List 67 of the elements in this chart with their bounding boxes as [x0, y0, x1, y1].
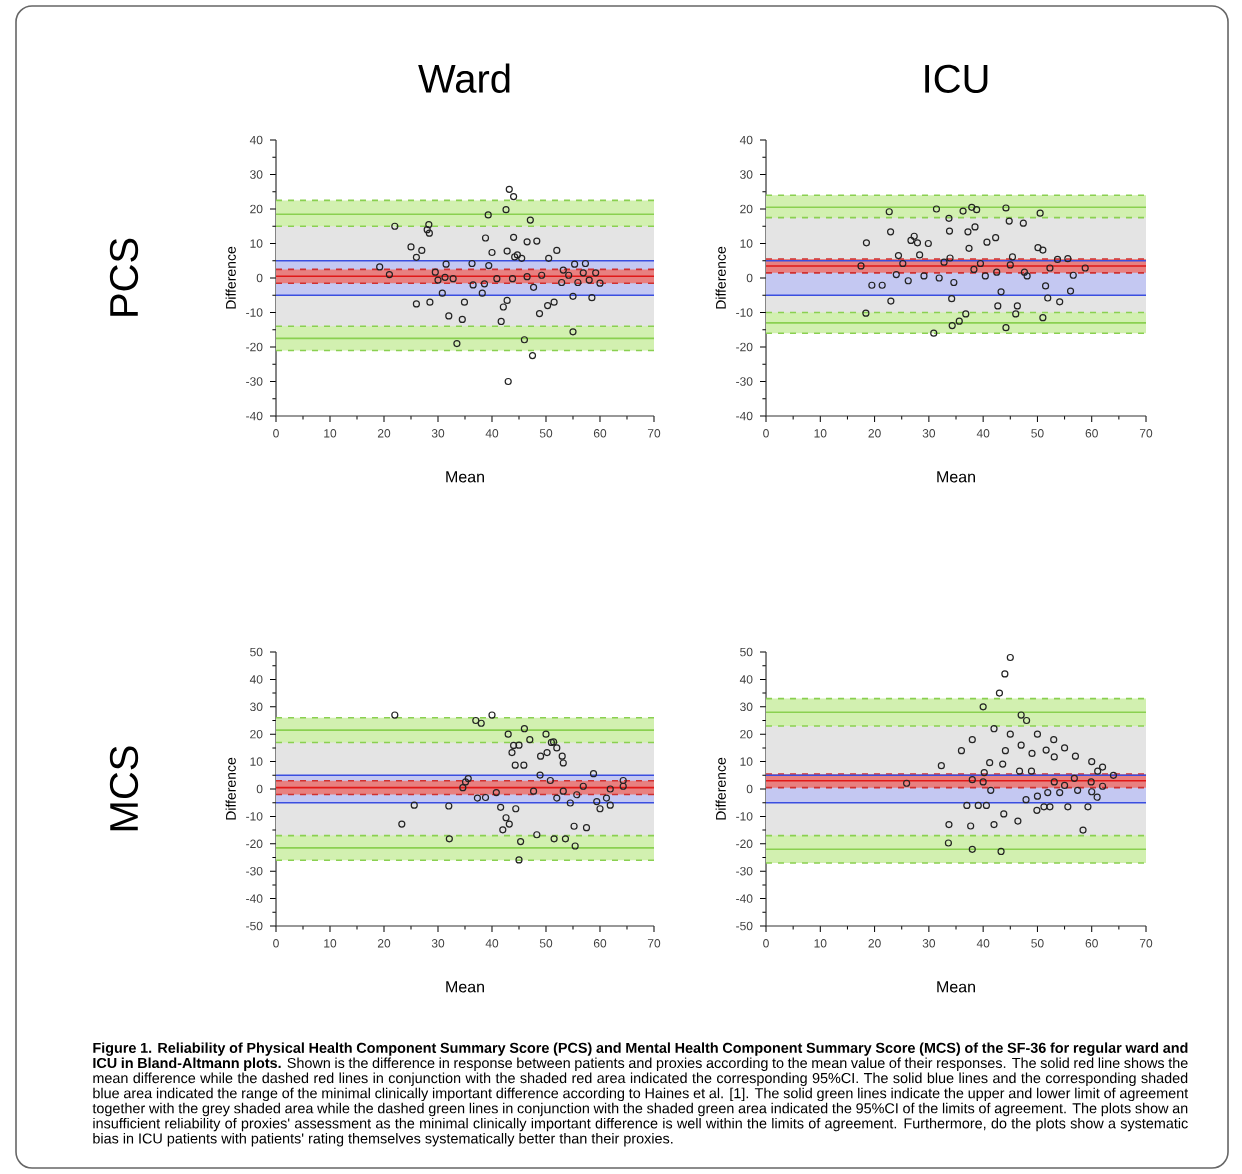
point	[515, 741, 523, 749]
point	[570, 822, 578, 830]
point	[464, 774, 472, 783]
point	[559, 759, 567, 767]
point	[546, 776, 554, 785]
point	[536, 752, 545, 760]
point	[499, 826, 507, 834]
point	[536, 771, 544, 779]
point	[543, 748, 551, 757]
point	[508, 748, 516, 757]
point	[505, 820, 513, 828]
point	[559, 787, 567, 795]
point	[547, 738, 555, 747]
point	[606, 785, 614, 793]
x-axis-title: Mean	[937, 471, 975, 483]
point	[553, 744, 561, 752]
chart-title: Ward	[418, 63, 510, 93]
text: PCS	[109, 238, 139, 316]
point	[488, 711, 496, 719]
point	[606, 801, 614, 809]
point	[566, 799, 574, 807]
point	[461, 778, 470, 786]
point	[520, 761, 528, 769]
point	[602, 794, 611, 802]
point	[472, 716, 480, 725]
point	[593, 798, 601, 806]
point	[502, 814, 510, 822]
point	[582, 824, 591, 832]
text: MCS	[109, 746, 139, 831]
point	[561, 835, 570, 843]
point	[589, 770, 598, 778]
point	[477, 719, 485, 727]
point	[515, 856, 523, 864]
point	[445, 835, 453, 843]
point	[553, 794, 561, 802]
point	[445, 802, 453, 810]
point	[549, 738, 558, 746]
point	[497, 803, 505, 811]
point	[473, 794, 482, 802]
x-axis-title: Mean	[937, 981, 975, 993]
point	[520, 725, 528, 733]
point	[579, 782, 587, 790]
chart-title: ICU	[925, 64, 988, 93]
point	[526, 736, 534, 744]
point	[573, 791, 581, 799]
point	[410, 801, 418, 809]
point	[512, 805, 520, 813]
point	[398, 820, 406, 828]
x-axis-title: Mean	[446, 981, 484, 993]
point	[510, 741, 518, 750]
point	[619, 782, 627, 790]
point	[596, 805, 604, 813]
point	[481, 793, 490, 802]
point	[558, 752, 566, 760]
point	[619, 776, 627, 785]
point	[533, 831, 541, 839]
x-axis-title: Mean	[446, 471, 484, 483]
point	[542, 730, 550, 738]
point	[492, 788, 500, 797]
point	[571, 842, 579, 850]
point	[459, 784, 467, 792]
point	[529, 787, 538, 795]
point	[391, 711, 399, 719]
point	[550, 835, 558, 843]
point	[511, 761, 519, 769]
point	[504, 730, 512, 738]
point	[517, 838, 525, 846]
